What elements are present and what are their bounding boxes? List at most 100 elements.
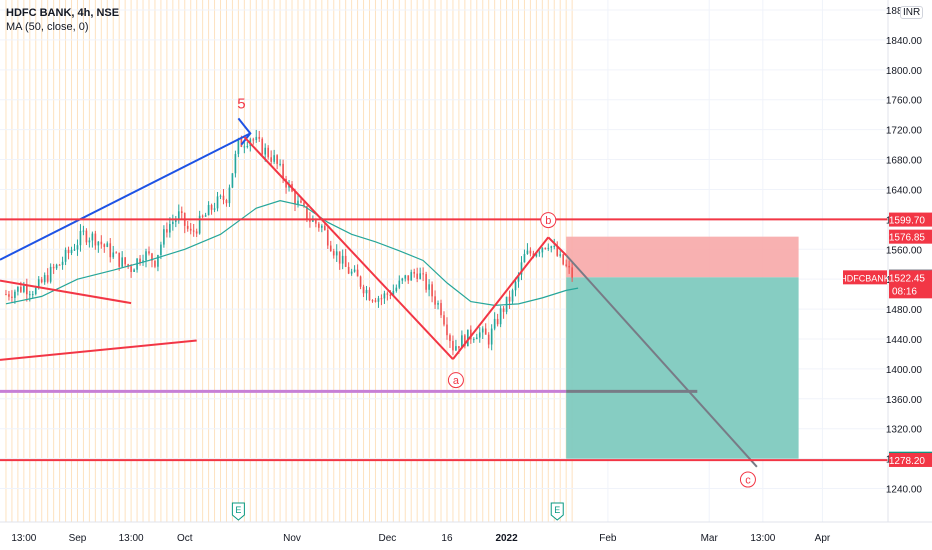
candle-body (195, 231, 198, 234)
candle-body (440, 303, 442, 316)
candle-body (127, 264, 129, 267)
candle-body (279, 163, 281, 165)
earnings-marker (550, 502, 564, 521)
candle-body (100, 241, 103, 245)
y-tick-label: 1240.00 (886, 485, 923, 496)
wave-impulse-down (243, 136, 454, 360)
x-tick-label: Nov (283, 533, 301, 544)
x-tick-label: 13:00 (119, 533, 144, 544)
candle-body (422, 273, 424, 275)
price-label-box (889, 212, 932, 227)
candle-body (76, 245, 79, 250)
x-tick-label: 2022 (495, 533, 518, 544)
candle-body (186, 225, 189, 229)
candle-body (142, 260, 144, 263)
candle-body (300, 200, 302, 203)
candle-body (154, 260, 156, 267)
x-tick-label: Apr (815, 533, 831, 544)
y-tick-label: 1800.00 (886, 66, 923, 77)
candle-body (189, 228, 192, 231)
candle-body (398, 280, 401, 288)
wave-label-5: 5 (237, 95, 245, 112)
candle-body (88, 240, 91, 243)
candle-body (553, 246, 556, 248)
candle-body (172, 221, 174, 225)
wave-correction-up (452, 236, 550, 360)
indicator-legend[interactable]: MA (50, close, 0) (6, 21, 89, 33)
candle-body (347, 266, 350, 274)
candle-body (177, 211, 180, 220)
candle-body (356, 269, 359, 277)
candle-body (109, 243, 112, 258)
y-tick-label: 1360.00 (886, 395, 923, 406)
candle-body (425, 274, 427, 290)
candle-body (443, 315, 445, 325)
position-target-zone (566, 277, 799, 459)
candle-body (267, 147, 270, 158)
candle-body (225, 200, 228, 204)
candle-body (139, 258, 141, 263)
candle-body (517, 274, 520, 282)
candle-body (321, 225, 323, 228)
candle-body (58, 264, 61, 266)
candle-body (160, 244, 162, 255)
chart-header: HDFC BANK, 4h, NSE MA (50, close, 0) (6, 6, 119, 34)
candle-body (37, 279, 40, 288)
candle-body (499, 308, 502, 325)
candle-body (568, 265, 570, 268)
candle-body (511, 290, 514, 302)
candle-body (535, 253, 538, 257)
candle-body (115, 252, 118, 254)
candle-body (43, 275, 46, 283)
candle-body (243, 146, 246, 148)
candle-body (303, 202, 305, 207)
candle-body (216, 196, 219, 209)
candle-body (362, 286, 365, 294)
price-label: 1278.20 (889, 456, 926, 467)
candle-body (180, 211, 183, 213)
candle-body (461, 335, 463, 349)
currency-badge[interactable]: INR (900, 6, 924, 19)
candle-body (61, 261, 64, 265)
candle-body (419, 273, 421, 279)
candle-body (514, 281, 517, 291)
candle-body (350, 271, 353, 274)
x-tick-label: Sep (69, 533, 87, 544)
wave-label-b: b (545, 215, 551, 227)
candle-body (508, 296, 511, 302)
candle-body (455, 346, 457, 351)
candle-body (344, 255, 347, 267)
candle-body (64, 249, 67, 262)
candle-body (550, 246, 553, 248)
symbol-title[interactable]: HDFC BANK, 4h, NSE (6, 7, 120, 19)
candle-body (380, 298, 383, 300)
candle-body (17, 286, 19, 292)
candle-body (529, 250, 532, 254)
candle-body (526, 250, 529, 254)
candle-body (309, 219, 311, 222)
candle-body (31, 294, 34, 296)
candle-body (377, 298, 380, 302)
candle-body (234, 154, 237, 174)
wave-label-circle-b (540, 212, 557, 229)
candle-body (49, 266, 52, 282)
candle-body (484, 328, 487, 335)
candle-body (25, 285, 28, 295)
candle-body (449, 335, 451, 341)
candle-body (222, 195, 225, 201)
candle-body (70, 249, 73, 254)
candle-body (475, 337, 478, 340)
candle-body (148, 251, 150, 254)
symbol-price-tag-box (843, 270, 887, 285)
candle-body (46, 275, 49, 282)
candle-body (204, 215, 207, 217)
earnings-marker-label: E (554, 505, 560, 515)
red-line-lower-left (0, 339, 197, 361)
candle-body (386, 293, 389, 295)
candle-body (481, 328, 484, 333)
candle-body (520, 262, 523, 275)
wave-label-c: c (745, 475, 751, 487)
candle-body (121, 257, 123, 267)
